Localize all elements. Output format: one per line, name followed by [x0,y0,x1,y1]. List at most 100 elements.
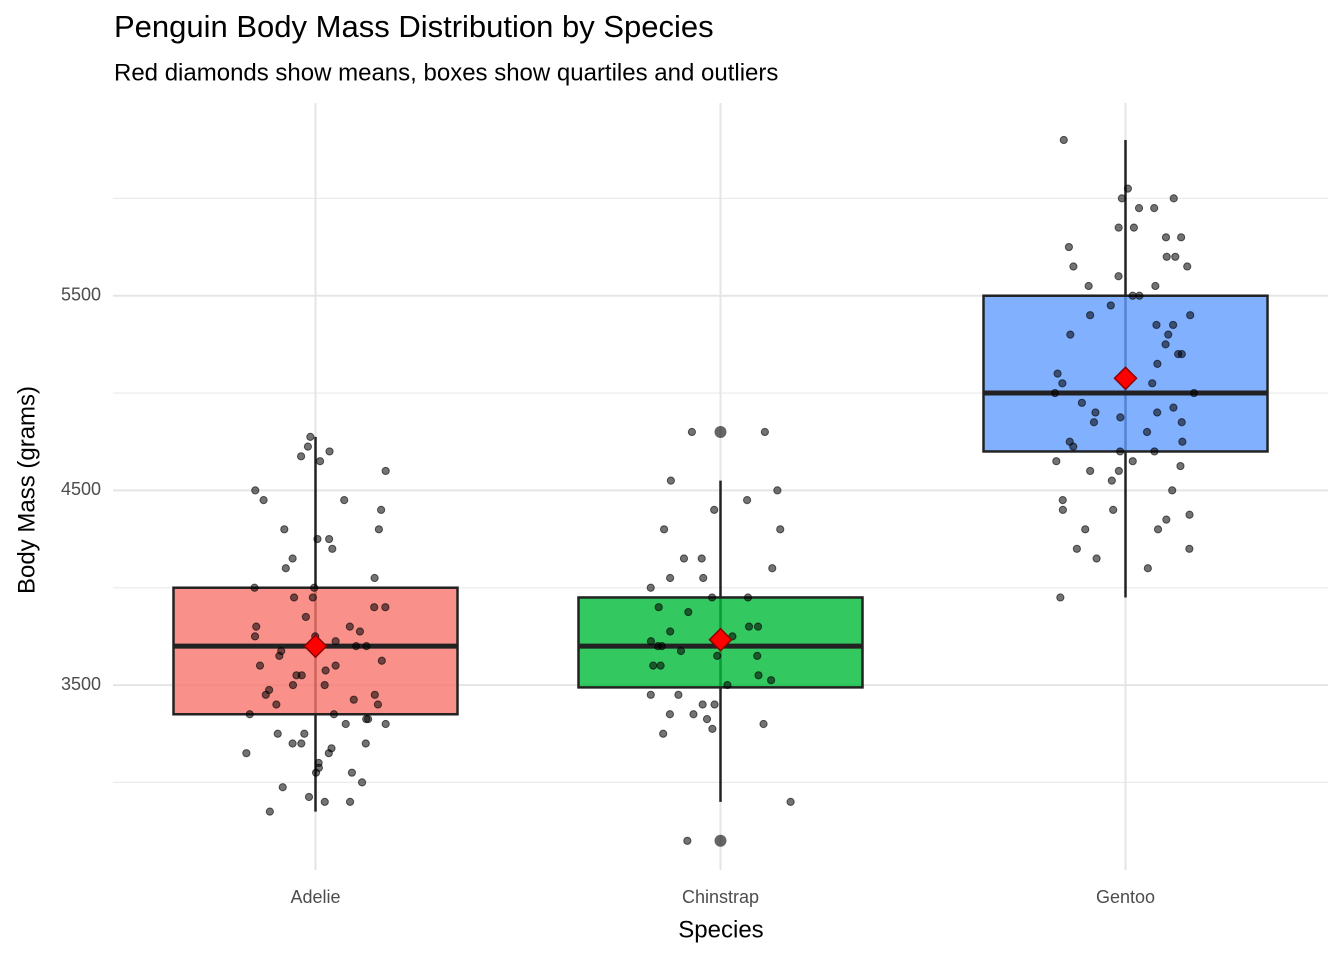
data-point [760,427,769,437]
data-point [1185,510,1194,519]
data-point [646,637,656,646]
mean-marker [303,634,328,659]
data-point [1058,505,1067,514]
data-point [1066,330,1075,339]
data-point [687,427,696,437]
data-point [1161,340,1170,349]
data-point [325,534,334,544]
data-point [1065,437,1074,446]
data-point [265,807,274,816]
data-point [242,749,251,758]
data-point [1168,486,1177,495]
data-point [707,593,717,602]
data-point [1142,427,1152,437]
data-point [255,661,265,670]
data-point [349,695,358,704]
data-point [1161,233,1171,242]
chart-subtitle: Red diamonds show means, boxes show quar… [114,59,778,86]
data-point [331,637,340,646]
data-point [1086,466,1095,476]
data-point [710,700,719,709]
data-point [659,525,669,534]
data-point [327,744,336,753]
data-point [1064,242,1074,252]
data-point [698,700,707,709]
data-point [273,729,282,738]
data-point [754,671,763,680]
data-point [697,554,706,563]
data-point [315,457,325,466]
data-point [1072,544,1081,553]
data-point [1177,350,1186,359]
data-point [272,700,281,709]
y-tick-label: 3500 [61,674,101,694]
data-point [381,466,390,476]
data-point [1177,418,1186,427]
data-point [250,583,259,592]
data-point [340,496,349,505]
data-point [1152,320,1161,330]
data-point [710,505,719,514]
data-point [1116,447,1125,456]
mean-marker [1113,366,1138,391]
data-point [666,476,675,485]
data-point [357,778,367,787]
data-point [1162,252,1171,261]
data-point [1114,466,1123,476]
data-point [306,432,315,441]
data-point [1058,379,1067,388]
data-point [320,797,329,806]
data-point [361,739,370,748]
data-point [252,622,261,631]
data-point [1183,262,1192,271]
data-point [708,724,717,733]
data-point [743,496,752,505]
data-point [1077,398,1087,407]
data-point [1069,262,1078,271]
data-point [1169,320,1178,330]
data-point [1106,301,1115,310]
data-point [766,676,776,685]
data-point [1107,476,1116,485]
data-point [1164,330,1173,339]
data-point [759,719,768,729]
data-point [773,486,782,495]
data-point [1177,233,1186,242]
data-point [352,642,361,651]
data-point [296,452,306,461]
data-point [1135,291,1144,300]
data-point [1092,554,1101,563]
data-point [1143,564,1152,573]
data-point [1114,272,1123,281]
data-point [1169,194,1178,203]
data-point [281,564,290,573]
data-point [1050,388,1060,398]
data-point [1123,184,1133,193]
data-point [702,715,712,724]
data-point [1116,413,1125,422]
data-point [1134,204,1144,213]
data-point [347,768,357,777]
data-point [304,792,314,802]
data-point [381,603,390,612]
data-point [653,642,662,651]
data-point [654,603,663,612]
data-point [355,627,365,636]
data-point [313,534,322,544]
data-point [649,661,658,670]
outlier [714,834,727,847]
x-tick-label: Chinstrap [682,887,759,907]
data-point [245,710,254,719]
data-point [341,719,350,729]
data-point [345,622,354,631]
data-point [1176,461,1185,471]
data-point [1153,408,1162,417]
data-point [1178,437,1187,446]
data-point [665,710,675,719]
x-axis-title: Species [678,916,763,943]
data-point [301,612,310,622]
data-point [1129,223,1138,232]
mean-marker [708,627,733,652]
data-point [683,836,692,845]
